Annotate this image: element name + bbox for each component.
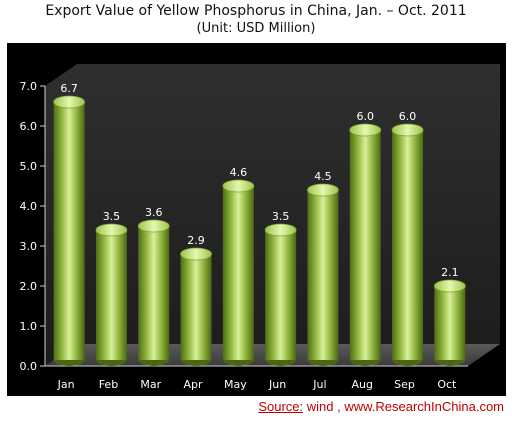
bar: [265, 230, 297, 360]
bar-top: [307, 183, 339, 197]
data-label: 3.5: [272, 210, 290, 223]
bar: [180, 254, 212, 360]
bar-top: [222, 179, 255, 193]
bar-top: [391, 123, 424, 137]
x-tick-label: Apr: [184, 378, 204, 391]
bar-top: [349, 123, 382, 137]
bar: [307, 190, 339, 360]
bar: [138, 226, 170, 360]
source-line: Source: wind , www.ResearchInChina.com: [258, 399, 504, 414]
x-tick-label: Jul: [312, 378, 326, 391]
y-tick-label: 0.0: [20, 360, 38, 373]
x-tick-label: Aug: [352, 378, 373, 391]
x-tick-label: Sep: [394, 378, 415, 391]
bar: [53, 102, 85, 360]
data-label: 6.0: [399, 110, 417, 123]
source-text: wind , www.ResearchInChina.com: [303, 399, 504, 414]
x-tick-label: Jun: [268, 378, 286, 391]
bar-top: [180, 247, 212, 261]
bar: [95, 230, 127, 360]
y-tick-label: 4.0: [20, 200, 38, 213]
x-tick-label: Oct: [437, 378, 457, 391]
x-tick-label: May: [224, 378, 247, 391]
y-tick-label: 1.0: [20, 320, 38, 333]
x-tick-label: Mar: [140, 378, 161, 391]
bar: [349, 130, 381, 360]
data-label: 2.1: [441, 266, 459, 279]
source-label: Source:: [258, 399, 304, 414]
bar-top: [264, 223, 297, 237]
y-tick-label: 5.0: [20, 160, 38, 173]
data-label: 4.6: [230, 166, 248, 179]
y-tick-label: 7.0: [20, 80, 38, 93]
bar-top: [53, 95, 86, 109]
chart-subtitle: (Unit: USD Million): [196, 21, 316, 36]
data-label: 2.9: [187, 234, 205, 247]
bar: [434, 286, 466, 360]
bar-top: [433, 279, 466, 293]
x-tick-label: Feb: [99, 378, 118, 391]
data-label: 6.0: [357, 110, 375, 123]
y-tick-label: 2.0: [20, 280, 38, 293]
data-label: 6.7: [60, 82, 78, 95]
bar-top: [137, 219, 170, 233]
bar: [222, 186, 254, 360]
x-tick-label: Jan: [57, 378, 75, 391]
data-label: 3.5: [103, 210, 121, 223]
bar: [392, 130, 424, 360]
data-label: 3.6: [145, 206, 163, 219]
y-tick-label: 3.0: [20, 240, 38, 253]
y-tick-label: 6.0: [20, 120, 38, 133]
chart-title: Export Value of Yellow Phosphorus in Chi…: [45, 3, 467, 19]
bar-top: [95, 223, 128, 237]
data-label: 4.5: [314, 170, 332, 183]
